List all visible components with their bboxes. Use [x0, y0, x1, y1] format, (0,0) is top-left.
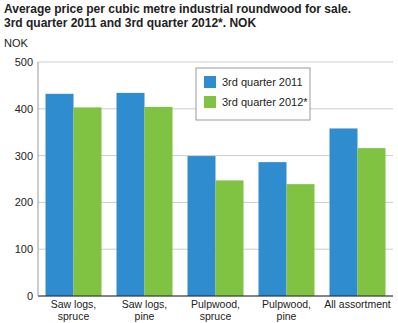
bar — [259, 162, 287, 296]
title: Average price per cubic metre industrial… — [4, 2, 351, 16]
bar — [216, 180, 244, 296]
legend-swatch — [204, 96, 216, 108]
category-label: Saw logs,pine — [122, 298, 168, 322]
tick-label: 0 — [27, 290, 33, 302]
tick-label: 100 — [15, 243, 33, 255]
y-label: NOK — [4, 37, 29, 49]
category-label: Pulpwood,spruce — [191, 298, 240, 322]
tick-label: 200 — [15, 196, 33, 208]
category-label: All assortment — [324, 298, 391, 310]
legend-swatch — [204, 76, 216, 88]
tick-label: 500 — [15, 56, 33, 68]
bar — [145, 107, 173, 296]
legend: 3rd quarter 2011 3rd quarter 2012* — [196, 68, 310, 120]
bar — [330, 128, 358, 296]
y-axis — [38, 62, 39, 296]
grid-line — [38, 296, 393, 297]
category-line: spruce — [58, 310, 90, 322]
category-line: Pulpwood, — [262, 298, 311, 310]
subtitle: 3rd quarter 2011 and 3rd quarter 2012*. … — [4, 16, 256, 30]
bars — [46, 93, 386, 296]
category-line: Saw logs, — [122, 298, 168, 310]
category-line: pine — [277, 310, 297, 322]
tick-label: 400 — [15, 103, 33, 115]
category-line: Saw logs, — [51, 298, 97, 310]
bar — [46, 94, 74, 296]
chart: Average price per cubic metre industrial… — [0, 0, 398, 323]
category-line: Pulpwood, — [191, 298, 240, 310]
bar — [358, 148, 386, 296]
category-line: All assortment — [324, 298, 391, 310]
bar — [74, 107, 102, 296]
x-axis — [38, 296, 393, 297]
legend-box — [196, 68, 310, 120]
category-label: Saw logs,spruce — [51, 298, 97, 322]
bar — [117, 93, 145, 296]
legend-label: 3rd quarter 2011 — [222, 76, 303, 88]
legend-label: 3rd quarter 2012* — [222, 96, 308, 108]
bar — [287, 184, 315, 296]
bar — [188, 156, 216, 296]
category-line: pine — [135, 310, 155, 322]
grid-line — [38, 62, 393, 63]
category-line: spruce — [200, 310, 232, 322]
category-label: Pulpwood,pine — [262, 298, 311, 322]
tick-label: 300 — [15, 150, 33, 162]
